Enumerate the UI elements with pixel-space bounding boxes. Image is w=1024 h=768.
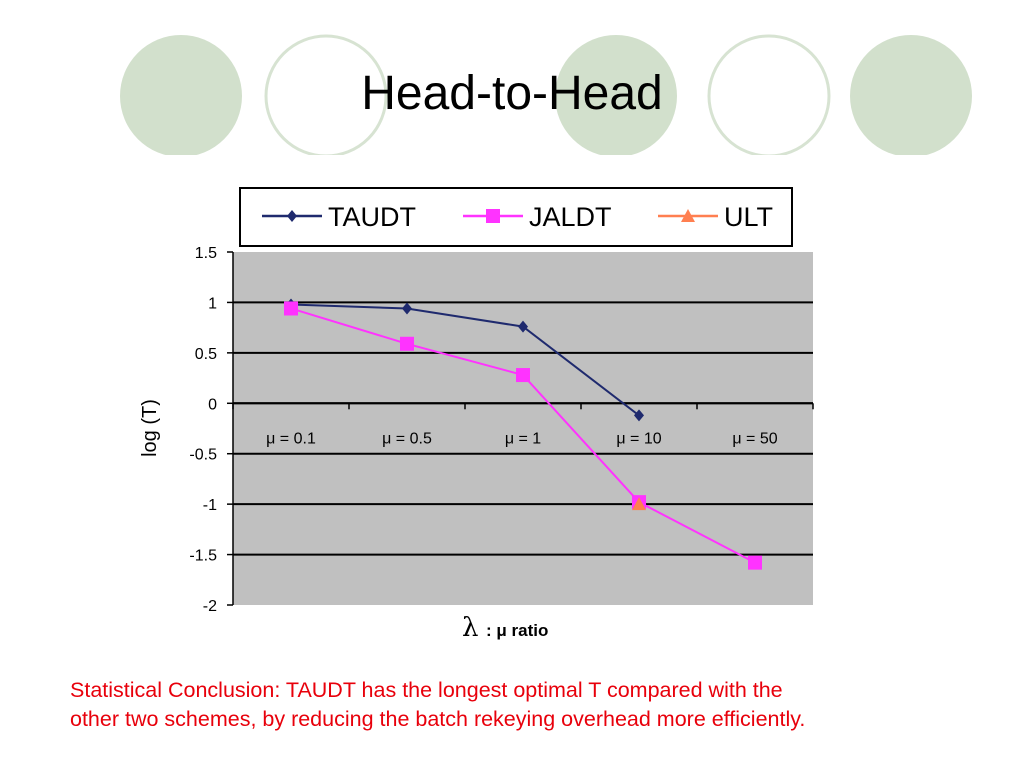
legend-item-taudt: TAUDT [262,202,416,232]
x-axis-label: λ : μ ratio [462,613,548,643]
legend-label-ult: ULT [724,202,773,232]
y-tick-label: -2 [203,598,217,615]
data-point-jaldt [284,301,298,316]
y-tick-label: 1 [208,295,217,312]
y-tick-label: -1.5 [189,548,217,565]
legend-item-jaldt: JALDT [463,202,612,232]
plot-area [233,252,813,605]
x-axis-label-text: : μ ratio [486,621,548,640]
x-tick-label: μ = 1 [505,430,541,447]
data-point-jaldt [400,336,414,351]
y-tick-label: -1 [203,497,217,514]
data-point-taudt [402,302,412,315]
legend-marker-taudt [287,210,297,222]
x-tick-label: μ = 0.1 [266,430,316,447]
data-point-jaldt [748,555,762,570]
data-point-taudt [634,409,644,422]
x-tick-label: μ = 50 [732,430,777,447]
data-point-jaldt [516,368,530,383]
y-tick-label: 0.5 [195,346,217,363]
y-axis-label: log (T) [139,399,161,457]
series-ult [632,497,646,511]
series-jaldt [284,301,762,570]
legend-item-ult: ULT [658,202,773,232]
legend-marker-jaldt [486,209,500,223]
conclusion-line-2: other two schemes, by reducing the batch… [70,707,806,731]
circle-filled-3 [850,35,972,157]
legend: TAUDT JALDT ULT [239,187,793,247]
circle-filled-2 [555,35,677,157]
data-point-ult [632,497,646,511]
legend-label-jaldt: JALDT [529,202,612,232]
decorative-circles [0,34,1024,160]
legend-marker-ult [681,209,695,222]
circle-filled-1 [120,35,242,157]
legend-label-taudt: TAUDT [328,202,416,232]
x-axis-label-symbol: λ [462,613,478,643]
x-tick-label: μ = 0.5 [382,430,432,447]
conclusion-line-1: Statistical Conclusion: TAUDT has the lo… [70,678,783,702]
slide-title: Head-to-Head [361,67,663,120]
statistical-conclusion: Statistical Conclusion: TAUDT has the lo… [70,676,970,734]
y-tick-label: -0.5 [189,447,217,464]
y-tick-label: 1.5 [195,245,217,262]
data-point-taudt [518,320,528,333]
series-line-taudt [290,303,640,417]
y-tick-label: 0 [208,396,217,413]
x-tick-label: μ = 10 [616,430,661,447]
